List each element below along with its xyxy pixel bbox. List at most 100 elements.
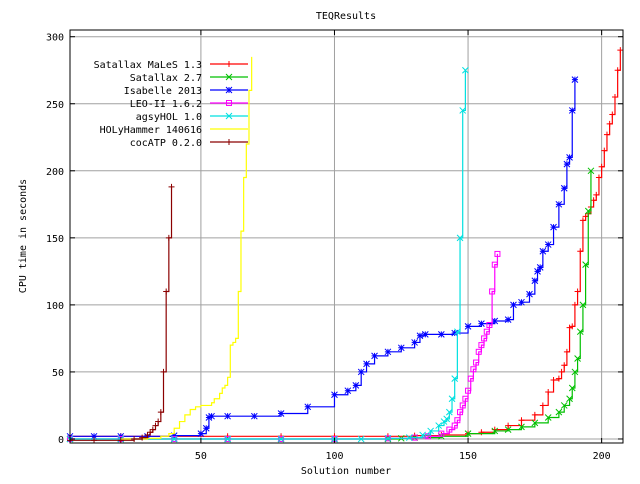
data-point [331,391,338,399]
data-point [163,288,170,295]
data-point [451,329,459,337]
data-point [534,268,541,275]
series-6 [120,56,253,440]
data-point [598,163,605,170]
data-point [550,376,557,383]
data-point [563,160,571,168]
data-point [277,435,285,443]
data-point [155,418,162,425]
data-point [491,427,499,435]
data-point [435,422,443,429]
data-point [560,402,568,409]
data-point [464,430,472,437]
data-point [603,131,610,138]
x-tick-label: 150 [459,451,477,462]
y-axis-label: CPU time in seconds [18,179,29,293]
data-point [571,76,579,83]
data-point [577,248,584,255]
data-point [131,435,138,442]
data-point [411,339,418,346]
legend-label: LEO-II 1.6.2 [130,99,202,110]
data-point [462,66,469,74]
y-tick-label: 300 [46,33,64,44]
y-tick-label: 200 [46,167,64,178]
data-point [473,359,480,366]
data-point [566,395,573,403]
data-point [539,247,547,255]
data-point [344,387,352,395]
data-point [563,348,570,355]
legend-label: Satallax 2.7 [130,73,202,84]
data-point [544,414,552,421]
x-tick-label: 200 [593,451,611,462]
data-point [611,94,618,101]
data-point [224,412,231,420]
data-point [526,290,533,298]
data-point [478,429,485,436]
data-point [560,184,568,192]
data-point [489,288,496,295]
data-point [304,403,312,411]
data-point [277,410,285,417]
data-point [405,434,413,441]
data-point [569,323,576,330]
data-point [550,223,557,231]
y-tick-label: 0 [58,435,64,446]
data-point [510,301,517,309]
data-point [397,344,405,352]
data-point [491,317,499,325]
data-point [427,427,435,435]
data-point [579,217,586,224]
data-point [226,100,232,106]
data-point [139,434,146,441]
data-point [445,408,453,416]
data-point [614,67,621,74]
data-point [475,348,482,355]
data-point [561,362,568,369]
data-point [584,207,592,215]
data-point [225,86,233,94]
data-point [518,417,525,424]
data-point [478,320,485,328]
data-point [481,335,488,342]
data-point [486,322,493,328]
data-point [609,111,616,118]
legend: Satallax MaLeS 1.3 Satallax 2.7 Isabelle 2… [94,60,248,149]
data-point [531,277,539,285]
data-point [462,395,469,402]
data-point [464,322,472,330]
data-point [571,368,579,376]
data-point [144,431,151,438]
data-point [518,423,525,431]
data-point [226,139,232,145]
legend-label: cocATP 0.2.0 [130,138,202,149]
legend-label: HOLyHammer 140616 [100,125,202,136]
data-point [568,384,576,392]
data-point [363,360,370,368]
data-point [536,263,544,271]
data-point [478,342,485,349]
data-point [437,331,445,338]
data-point [505,422,512,429]
x-axis-label: Solution number [301,466,391,477]
data-point [568,107,576,114]
legend-label: agsyHOL 1.0 [136,112,202,123]
data-point [457,409,464,416]
series-7 [67,183,175,444]
data-point [160,368,167,375]
plot-frame [69,29,624,444]
data-point [558,368,565,375]
data-point [454,328,461,336]
data-point [371,352,378,360]
data-point [451,375,459,382]
data-point [601,147,608,154]
data-point [149,426,156,433]
data-point [352,381,360,389]
data-point [197,430,205,437]
data-point [91,437,98,444]
data-point [545,389,552,396]
data-point [205,414,213,421]
